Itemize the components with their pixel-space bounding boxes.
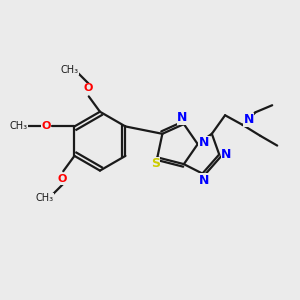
Text: O: O	[83, 83, 93, 93]
Text: N: N	[244, 113, 254, 126]
Text: N: N	[221, 148, 232, 161]
Text: N: N	[177, 111, 188, 124]
Text: O: O	[41, 122, 51, 131]
Text: CH₃: CH₃	[10, 122, 28, 131]
Text: N: N	[199, 136, 209, 149]
Text: CH₃: CH₃	[35, 193, 53, 203]
Text: N: N	[199, 173, 209, 187]
Text: S: S	[151, 157, 160, 170]
Text: O: O	[58, 174, 68, 184]
Text: CH₃: CH₃	[61, 64, 79, 75]
